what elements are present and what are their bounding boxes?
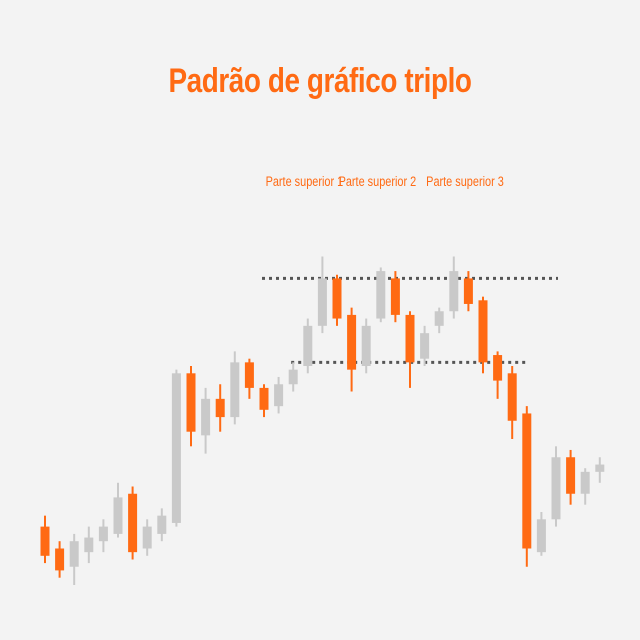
annotation-top-2: Parte superior 2 (339, 174, 417, 190)
candle-body-bearish (478, 300, 488, 363)
candle-body-bullish (434, 311, 444, 326)
candle-body-bearish (55, 548, 65, 571)
candle-body-bearish (332, 278, 342, 319)
candle-body-bearish (390, 278, 400, 315)
candle-body-bearish (215, 398, 225, 418)
candle-body-bullish (551, 457, 561, 520)
candle-body-bearish (259, 387, 269, 410)
candle-body-bullish (536, 519, 546, 553)
candle-body-bullish (449, 271, 459, 312)
candle-body-bullish (274, 384, 284, 407)
candle-body-bullish (580, 471, 590, 494)
candle-body-bearish (507, 373, 517, 421)
candle-body-bullish (317, 278, 327, 326)
candle-body-bullish (288, 369, 298, 385)
candle-body-bearish (566, 457, 576, 494)
candle-body-bullish (361, 325, 371, 366)
candle-body-bearish (40, 526, 50, 556)
candle-body-bearish (463, 278, 473, 304)
candle-body-bearish (128, 493, 138, 553)
candle-body-bearish (186, 373, 196, 432)
candle-body-bullish (98, 526, 108, 542)
candle-body-bullish (595, 464, 605, 472)
candle-body-bullish (84, 537, 94, 553)
candle-body-bullish (157, 515, 167, 534)
candle-body-bullish (201, 398, 211, 436)
candle-body-bullish (69, 541, 79, 567)
annotation-top-1: Parte superior 1 (266, 174, 344, 190)
candle-body-bullish (420, 333, 430, 359)
candle-body-bullish (303, 325, 313, 366)
candle-body-bearish (493, 355, 503, 381)
annotation-top-3: Parte superior 3 (426, 174, 504, 190)
candle-body-bullish (142, 526, 152, 549)
candle-body-bullish (376, 271, 386, 319)
candle-body-bearish (522, 413, 532, 549)
candle-body-bullish (171, 373, 181, 523)
candle-body-bullish (113, 497, 123, 534)
candle-body-bearish (347, 314, 357, 370)
candle-body-bearish (244, 362, 254, 388)
candle-body-bearish (405, 314, 415, 363)
candle-body-bullish (230, 362, 240, 418)
chart-title: Padrão de gráfico triplo (168, 62, 472, 100)
